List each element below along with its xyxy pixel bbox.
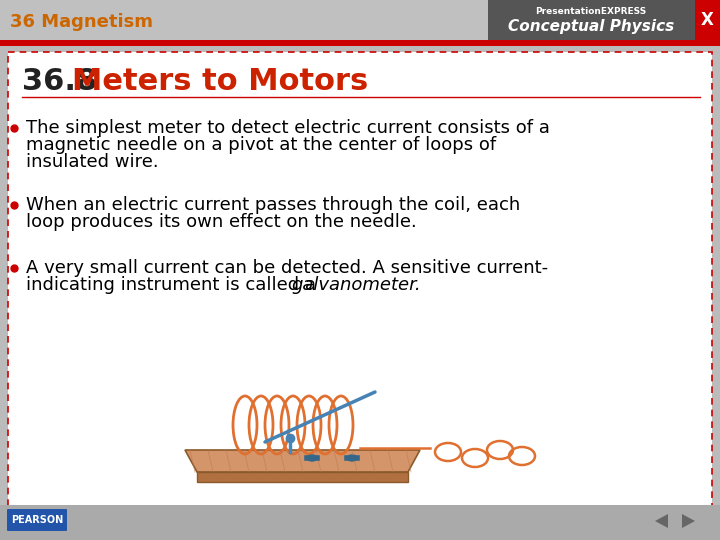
Polygon shape <box>655 514 668 528</box>
Ellipse shape <box>347 455 357 461</box>
Text: galvanometer.: galvanometer. <box>291 276 420 294</box>
Text: magnetic needle on a pivot at the center of loops of: magnetic needle on a pivot at the center… <box>26 136 496 154</box>
Polygon shape <box>197 472 408 482</box>
Text: 36.8: 36.8 <box>22 68 108 97</box>
Text: PEARSON: PEARSON <box>11 515 63 525</box>
Bar <box>0 0 720 40</box>
Text: A very small current can be detected. A sensitive current-: A very small current can be detected. A … <box>26 259 548 277</box>
Text: insulated wire.: insulated wire. <box>26 153 158 171</box>
FancyBboxPatch shape <box>7 509 67 531</box>
Bar <box>0 505 720 540</box>
Text: Conceptual Physics: Conceptual Physics <box>508 19 674 35</box>
Polygon shape <box>682 514 695 528</box>
Text: X: X <box>701 11 714 29</box>
Text: PresentationEXPRESS: PresentationEXPRESS <box>536 6 647 16</box>
Bar <box>695 0 720 40</box>
Text: The simplest meter to detect electric current consists of a: The simplest meter to detect electric cu… <box>26 119 550 137</box>
Bar <box>0 40 720 46</box>
Text: 36 Magnetism: 36 Magnetism <box>10 13 153 31</box>
Polygon shape <box>185 450 420 472</box>
Text: indicating instrument is called a: indicating instrument is called a <box>26 276 322 294</box>
Bar <box>8 52 712 520</box>
Text: When an electric current passes through the coil, each: When an electric current passes through … <box>26 196 521 214</box>
Bar <box>488 0 695 40</box>
Text: Meters to Motors: Meters to Motors <box>72 68 368 97</box>
Text: loop produces its own effect on the needle.: loop produces its own effect on the need… <box>26 213 417 231</box>
Ellipse shape <box>307 455 317 461</box>
